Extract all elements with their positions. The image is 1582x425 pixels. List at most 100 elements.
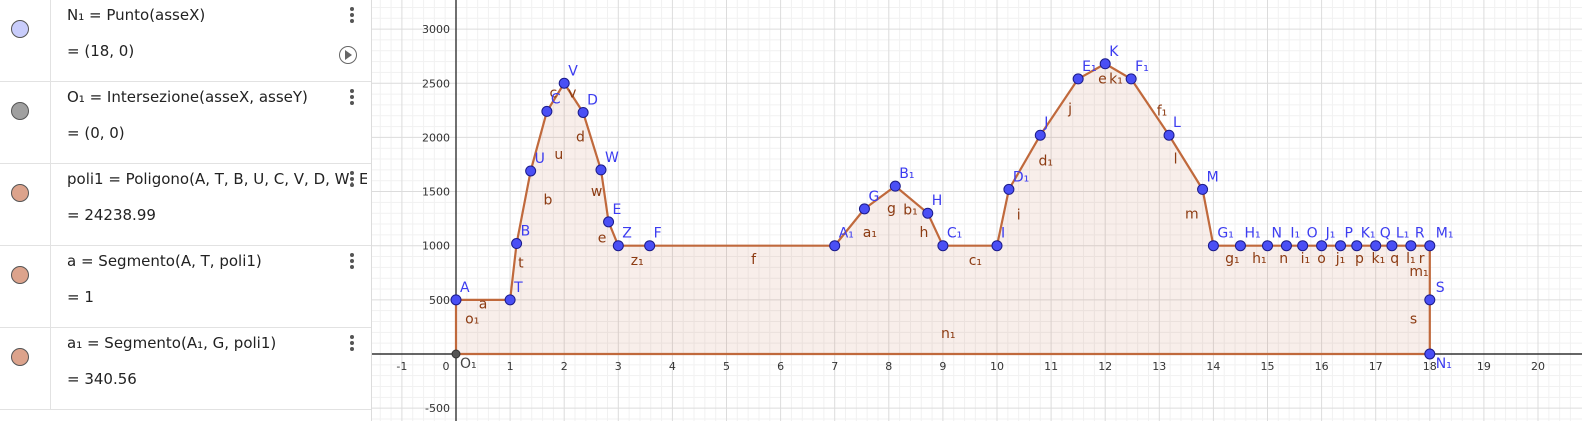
point-marker[interactable] — [937, 240, 949, 252]
point-label: E — [613, 202, 622, 218]
object-definition[interactable]: N₁ = Punto(asseX) — [67, 6, 206, 24]
point-label: G₁ — [1217, 226, 1233, 242]
algebra-view: N₁ = Punto(asseX) = (18, 0) O₁ = Intersezi… — [0, 0, 372, 421]
point-marker[interactable] — [1072, 73, 1084, 85]
segment-label: j₁ — [1335, 251, 1346, 267]
point-marker[interactable] — [1351, 240, 1363, 252]
point-marker[interactable] — [1163, 129, 1175, 141]
point-label: O₁ — [460, 356, 477, 372]
object-definition[interactable]: a₁ = Segmento(A₁, G, poli1) — [67, 334, 277, 352]
point-marker[interactable] — [1370, 240, 1382, 252]
object-value: = 340.56 — [67, 370, 137, 388]
point-marker[interactable] — [829, 240, 841, 252]
point-marker[interactable] — [1197, 183, 1209, 195]
point-marker[interactable] — [504, 294, 516, 306]
point-label: M — [1207, 169, 1219, 185]
algebra-item[interactable]: N₁ = Punto(asseX) = (18, 0) — [0, 0, 371, 82]
point-marker[interactable] — [644, 240, 656, 252]
more-options-icon[interactable] — [349, 6, 355, 24]
y-tick-label: 2000 — [422, 131, 450, 144]
point-marker[interactable] — [541, 105, 553, 117]
polygon-poli1[interactable] — [454, 62, 1431, 356]
x-tick-label: 20 — [1531, 360, 1545, 373]
algebra-item[interactable]: O₁ = Intersezione(asseX, asseY) = (0, 0) — [0, 82, 371, 164]
point-marker[interactable] — [1099, 58, 1111, 70]
point-marker[interactable] — [612, 240, 624, 252]
point-marker[interactable] — [595, 164, 607, 176]
point-marker[interactable] — [1207, 240, 1219, 252]
segment-label: h — [920, 225, 929, 241]
segment-label: n — [1279, 251, 1288, 267]
object-definition[interactable]: poli1 = Poligono(A, T, B, U, C, V, D, W,… — [67, 170, 367, 188]
point-marker[interactable] — [603, 216, 615, 228]
more-options-icon[interactable] — [349, 334, 355, 352]
point-marker[interactable] — [1262, 240, 1273, 252]
point-marker[interactable] — [525, 165, 537, 177]
marker-column — [0, 0, 51, 81]
visibility-toggle[interactable] — [11, 266, 29, 284]
point-marker[interactable] — [858, 203, 870, 215]
point-label: I — [1001, 226, 1005, 242]
x-tick-label: 6 — [777, 360, 784, 373]
visibility-toggle[interactable] — [11, 20, 29, 38]
point-marker[interactable] — [1280, 240, 1292, 252]
point-marker[interactable] — [1003, 183, 1015, 195]
point-marker[interactable] — [1424, 294, 1436, 306]
more-options-icon[interactable] — [349, 252, 355, 270]
point-marker[interactable] — [511, 238, 523, 250]
more-options-icon[interactable] — [349, 170, 355, 188]
segment-label: w — [591, 184, 602, 200]
algebra-item[interactable]: a₁ = Segmento(A₁, G, poli1) = 340.56 — [0, 328, 371, 410]
segment-label: t — [518, 255, 524, 271]
point-marker[interactable] — [1316, 240, 1328, 252]
point-marker[interactable] — [1386, 240, 1398, 252]
segment-label: m₁ — [1409, 264, 1428, 280]
x-tick-label: 2 — [561, 360, 568, 373]
segment-label: n₁ — [941, 326, 956, 342]
point-marker[interactable] — [991, 240, 1003, 252]
object-value: = 24238.99 — [67, 206, 156, 224]
point-marker[interactable] — [1034, 129, 1046, 141]
x-tick-label: 11 — [1044, 360, 1058, 373]
algebra-item[interactable]: poli1 = Poligono(A, T, B, U, C, V, D, W,… — [0, 164, 371, 246]
segment-label: i₁ — [1301, 251, 1311, 267]
x-tick-label: 16 — [1315, 360, 1329, 373]
graphics-view[interactable]: -1 0 1 2 3 4 5 6 7 8 9 10 11 12 13 14 15 16 17 18 19 20 -500 50… — [372, 0, 1582, 421]
point-label: B₁ — [899, 166, 914, 182]
point-marker[interactable] — [1405, 240, 1417, 252]
point-label: O — [1307, 226, 1318, 242]
point-label: P — [1345, 226, 1353, 242]
segment-label: g — [887, 201, 896, 217]
point-marker[interactable] — [1125, 73, 1137, 85]
visibility-toggle[interactable] — [11, 102, 29, 120]
point-marker[interactable] — [1424, 240, 1436, 252]
object-definition[interactable]: O₁ = Intersezione(asseX, asseY) — [67, 88, 308, 106]
point-marker[interactable] — [1424, 348, 1436, 360]
point-marker[interactable] — [558, 77, 570, 89]
marker-column — [0, 82, 51, 163]
segment-label: a₁ — [863, 225, 877, 241]
visibility-toggle[interactable] — [11, 348, 29, 366]
point-marker[interactable] — [1335, 240, 1347, 252]
y-tick-label: 3000 — [422, 23, 450, 36]
segment-label: i — [1017, 208, 1021, 224]
segment-label: p — [1355, 251, 1364, 267]
point-marker[interactable] — [889, 180, 901, 192]
point-label: J₁ — [1325, 226, 1336, 242]
more-options-icon[interactable] — [349, 88, 355, 106]
point-marker[interactable] — [577, 106, 589, 118]
point-marker[interactable] — [450, 294, 462, 306]
x-tick-label: 9 — [939, 360, 946, 373]
point-marker[interactable] — [1297, 240, 1309, 252]
visibility-toggle[interactable] — [11, 184, 29, 202]
algebra-item[interactable]: a = Segmento(A, T, poli1) = 1 — [0, 246, 371, 328]
graph-canvas[interactable]: -1 0 1 2 3 4 5 6 7 8 9 10 11 12 13 14 15 16 17 18 19 20-50050… — [372, 0, 1582, 421]
point-marker[interactable] — [1234, 240, 1246, 252]
play-animation-icon[interactable] — [339, 46, 357, 64]
segment-label: d — [576, 130, 585, 146]
x-tick-label: 10 — [990, 360, 1004, 373]
point-marker[interactable] — [451, 349, 461, 359]
point-marker[interactable] — [922, 207, 934, 219]
object-definition[interactable]: a = Segmento(A, T, poli1) — [67, 252, 262, 270]
segment-label: b₁ — [903, 202, 918, 218]
